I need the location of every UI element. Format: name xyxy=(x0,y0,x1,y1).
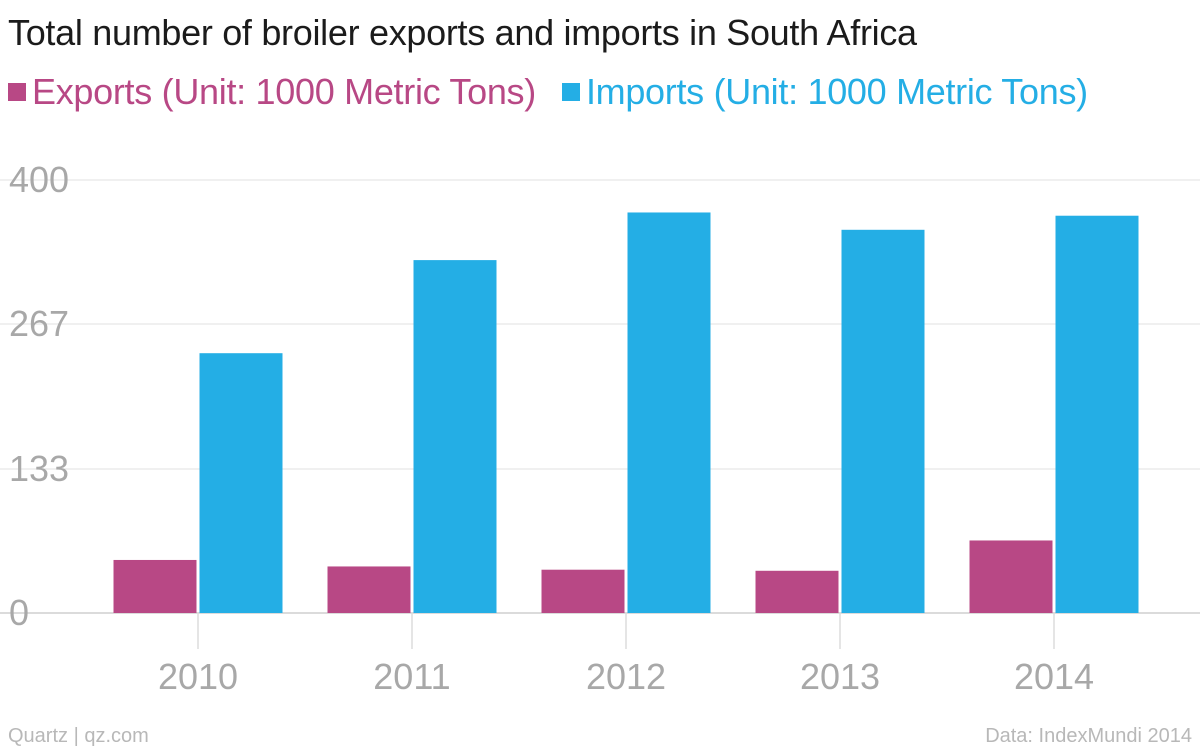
exports-bar-2013 xyxy=(755,570,839,613)
exports-bar-2014 xyxy=(969,540,1053,613)
footer-source-left: Quartz | qz.com xyxy=(8,725,149,747)
footer-source-right: Data: IndexMundi 2014 xyxy=(985,725,1192,747)
x-tick-label: 2014 xyxy=(1014,656,1094,697)
x-tick-label: 2010 xyxy=(158,656,238,697)
y-tick-label: 0 xyxy=(9,592,29,633)
y-tick-label: 400 xyxy=(9,159,69,200)
imports-swatch xyxy=(561,83,580,101)
imports-bar-2013 xyxy=(841,229,925,614)
y-tick-label: 133 xyxy=(9,448,69,489)
imports-bar-2012 xyxy=(627,212,711,613)
y-tick-label: 267 xyxy=(9,303,69,344)
exports-bar-2012 xyxy=(541,569,625,613)
legend-label-imports: Imports (Unit: 1000 Metric Tons) xyxy=(585,71,1088,112)
imports-bar-2011 xyxy=(413,260,497,613)
x-tick-label: 2012 xyxy=(586,656,666,697)
x-tick-label: 2011 xyxy=(373,656,450,697)
exports-bar-2010 xyxy=(113,559,197,613)
x-tick-label: 2013 xyxy=(800,656,880,697)
exports-swatch xyxy=(8,83,26,101)
chart-title: Total number of broiler exports and impo… xyxy=(8,12,917,53)
imports-bar-2014 xyxy=(1055,215,1139,613)
legend-item-imports: Imports (Unit: 1000 Metric Tons) xyxy=(561,71,1088,113)
legend-item-exports: Exports (Unit: 1000 Metric Tons) xyxy=(8,71,536,113)
legend-label-exports: Exports (Unit: 1000 Metric Tons) xyxy=(32,71,536,112)
exports-bar-2011 xyxy=(327,566,411,613)
imports-bar-2010 xyxy=(199,353,283,613)
chart-legend: Exports (Unit: 1000 Metric Tons) Imports… xyxy=(8,70,1114,114)
